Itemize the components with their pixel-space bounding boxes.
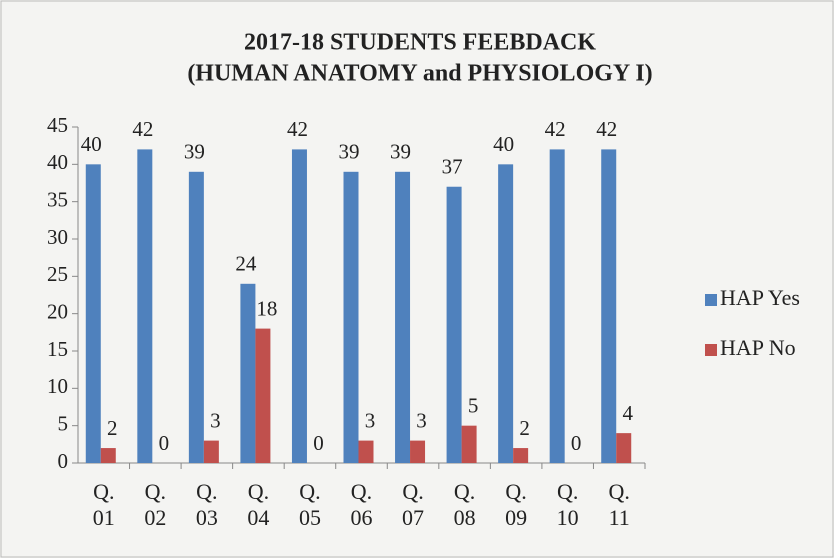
- y-tick-label: 15: [47, 337, 68, 361]
- data-label: 39: [339, 140, 360, 164]
- data-label: 39: [184, 140, 205, 164]
- data-label: 2: [107, 416, 118, 440]
- bar: [395, 171, 411, 464]
- x-tick-label: Q. 03: [195, 479, 218, 530]
- data-label: 0: [571, 431, 582, 455]
- bar: [100, 448, 116, 463]
- bar: [85, 164, 101, 464]
- bar: [203, 440, 219, 463]
- x-tick-label: Q. 04: [247, 479, 270, 530]
- bar: [498, 164, 514, 464]
- bar: [461, 425, 477, 463]
- x-tick-label: Q. 05: [298, 479, 321, 530]
- data-label: 37: [442, 155, 463, 179]
- data-label: 5: [468, 393, 479, 417]
- bar: [137, 149, 153, 463]
- data-label: 3: [365, 408, 376, 432]
- y-tick-label: 10: [47, 374, 68, 398]
- x-tick-label: Q. 09: [505, 479, 528, 530]
- data-label: 3: [210, 408, 221, 432]
- data-label: 39: [390, 140, 411, 164]
- legend-label: HAP No: [720, 335, 796, 360]
- data-label: 0: [313, 431, 324, 455]
- y-tick-label: 5: [58, 411, 69, 435]
- chart-subtitle: (HUMAN ANATOMY and PHYSIOLOGY I): [187, 61, 652, 87]
- y-tick-label: 25: [47, 262, 68, 286]
- data-label: 42: [132, 117, 153, 141]
- data-label: 42: [545, 117, 566, 141]
- data-label: 18: [256, 296, 277, 320]
- bar: [616, 433, 632, 463]
- bar: [601, 149, 617, 463]
- chart-title: 2017-18 STUDENTS FEEBDACK: [244, 30, 596, 56]
- bar: [343, 171, 359, 464]
- x-tick-label: Q. 08: [453, 479, 476, 530]
- data-label: 0: [159, 431, 170, 455]
- data-label: 4: [622, 401, 633, 425]
- bar: [410, 440, 426, 463]
- bar: [291, 149, 307, 463]
- legend-swatch: [705, 344, 717, 356]
- x-tick-label: Q. 10: [556, 479, 579, 530]
- data-label: 42: [287, 117, 308, 141]
- data-label: 3: [416, 408, 427, 432]
- x-tick-label: Q. 11: [608, 479, 630, 530]
- data-label: 2: [519, 416, 530, 440]
- bar: [549, 149, 565, 463]
- data-label: 40: [81, 132, 102, 156]
- y-tick-label: 30: [47, 225, 68, 249]
- x-tick-label: Q. 01: [92, 479, 115, 530]
- bar: [513, 448, 529, 463]
- x-tick-label: Q. 06: [350, 479, 373, 530]
- x-tick-label: Q. 02: [144, 479, 167, 530]
- data-label: 40: [493, 132, 514, 156]
- y-tick-label: 35: [47, 187, 68, 211]
- data-label: 24: [235, 252, 257, 276]
- x-tick-label: Q. 07: [402, 479, 425, 530]
- y-tick-label: 0: [58, 449, 69, 473]
- legend-label: HAP Yes: [720, 285, 800, 310]
- bar: [240, 283, 256, 463]
- y-tick-label: 20: [47, 299, 68, 323]
- data-label: 42: [596, 117, 617, 141]
- bar: [188, 171, 204, 464]
- y-tick-label: 40: [47, 150, 68, 174]
- legend-swatch: [705, 294, 717, 306]
- bar: [358, 440, 374, 463]
- y-tick-label: 45: [47, 113, 68, 137]
- bar: [255, 328, 271, 463]
- bar: [446, 186, 462, 463]
